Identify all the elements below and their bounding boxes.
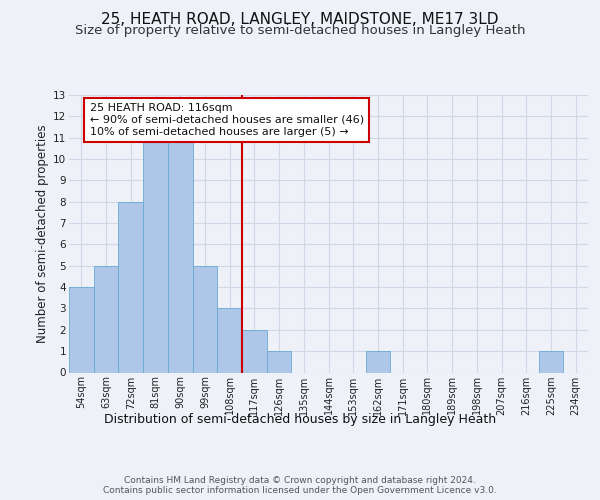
Bar: [217, 308, 242, 372]
Bar: [267, 351, 292, 372]
Bar: [365, 351, 390, 372]
Text: Distribution of semi-detached houses by size in Langley Heath: Distribution of semi-detached houses by …: [104, 412, 496, 426]
Text: 25 HEATH ROAD: 116sqm
← 90% of semi-detached houses are smaller (46)
10% of semi: 25 HEATH ROAD: 116sqm ← 90% of semi-deta…: [90, 104, 364, 136]
Bar: [143, 138, 168, 372]
Text: Size of property relative to semi-detached houses in Langley Heath: Size of property relative to semi-detach…: [75, 24, 525, 37]
Y-axis label: Number of semi-detached properties: Number of semi-detached properties: [36, 124, 49, 343]
Bar: [168, 138, 193, 372]
Bar: [193, 266, 217, 372]
Bar: [118, 202, 143, 372]
Text: 25, HEATH ROAD, LANGLEY, MAIDSTONE, ME17 3LD: 25, HEATH ROAD, LANGLEY, MAIDSTONE, ME17…: [101, 12, 499, 28]
Bar: [242, 330, 267, 372]
Bar: [539, 351, 563, 372]
Bar: [69, 287, 94, 372]
Bar: [94, 266, 118, 372]
Text: Contains HM Land Registry data © Crown copyright and database right 2024.
Contai: Contains HM Land Registry data © Crown c…: [103, 476, 497, 495]
